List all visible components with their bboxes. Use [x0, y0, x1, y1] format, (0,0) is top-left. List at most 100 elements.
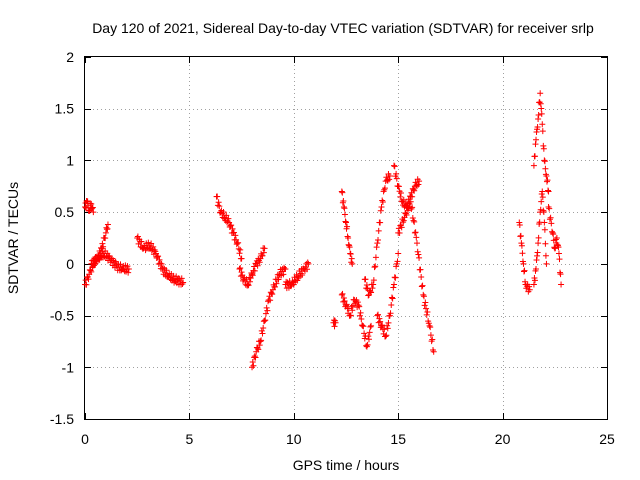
data-point	[273, 280, 280, 287]
data-point	[259, 330, 266, 337]
data-point	[338, 188, 345, 195]
data-point	[361, 330, 368, 337]
tick-layer: 0 5 10 15 20 25 -1.5 -1 -0.5 0 0.5 1 1.5 2	[50, 49, 615, 447]
data-point	[223, 212, 230, 219]
data-point	[392, 274, 399, 281]
x-tick-label: 0	[81, 431, 89, 447]
data-point	[228, 222, 235, 229]
data-point	[531, 277, 538, 284]
data-point	[261, 245, 268, 252]
data-point	[393, 170, 400, 177]
data-point	[411, 229, 418, 236]
data-point	[518, 242, 525, 249]
data-point	[235, 239, 242, 246]
data-point	[134, 233, 141, 240]
data-point	[254, 262, 261, 269]
data-point	[338, 291, 345, 298]
data-point	[538, 110, 545, 117]
data-point	[237, 246, 244, 253]
data-point	[99, 240, 106, 247]
data-point	[377, 318, 384, 325]
data-point	[245, 282, 252, 289]
data-point	[340, 294, 347, 301]
y-tick-label: 0.5	[55, 204, 75, 220]
data-point	[138, 238, 145, 245]
data-point	[305, 260, 312, 267]
data-point	[397, 190, 404, 197]
data-point	[390, 284, 397, 291]
data-point	[538, 198, 545, 205]
data-point	[263, 304, 270, 311]
data-point	[533, 266, 540, 273]
data-point	[83, 281, 90, 288]
data-point	[237, 273, 244, 280]
data-point	[246, 278, 253, 285]
data-point	[102, 229, 109, 236]
data-point	[537, 100, 544, 107]
data-point	[170, 272, 177, 279]
data-point	[87, 200, 94, 207]
data-point	[125, 266, 132, 273]
data-point	[82, 203, 88, 210]
data-point	[112, 258, 119, 265]
data-point	[157, 260, 164, 267]
data-point	[88, 268, 95, 275]
data-point	[420, 291, 427, 298]
data-point	[388, 294, 395, 301]
data-point	[391, 281, 398, 288]
data-point	[102, 235, 109, 242]
data-point	[347, 250, 354, 257]
data-point	[386, 176, 393, 183]
data-point	[362, 276, 369, 283]
data-point	[410, 186, 417, 193]
data-point	[90, 257, 97, 264]
data-point	[421, 302, 428, 309]
data-point	[364, 341, 371, 348]
data-point	[398, 224, 405, 231]
data-point	[237, 265, 244, 272]
data-point	[394, 258, 401, 265]
data-point	[258, 337, 265, 344]
data-point	[281, 264, 288, 271]
data-point	[520, 260, 527, 267]
data-point	[331, 323, 338, 330]
data-point	[542, 165, 549, 172]
data-point	[258, 327, 265, 334]
y-axis-label: SDTVAR / TECUs	[5, 182, 21, 294]
data-point	[371, 264, 378, 271]
chart-title: Day 120 of 2021, Sidereal Day-to-day VTE…	[92, 20, 594, 36]
data-point	[104, 221, 111, 228]
data-point	[151, 246, 158, 253]
data-point	[427, 332, 434, 339]
data-point	[372, 263, 379, 270]
data-point	[381, 326, 388, 333]
data-point	[531, 153, 538, 160]
data-point	[538, 191, 545, 198]
data-point	[159, 264, 166, 271]
data-point	[419, 282, 426, 289]
data-point	[299, 271, 306, 278]
data-point	[397, 193, 404, 200]
data-point	[540, 207, 547, 214]
data-point	[91, 261, 98, 268]
data-point	[526, 286, 533, 293]
data-point	[405, 204, 412, 211]
data-point	[420, 293, 427, 300]
data-point	[377, 219, 384, 226]
data-point	[345, 235, 352, 241]
data-point	[342, 218, 349, 225]
data-point	[359, 322, 366, 329]
y-tick-label: 1	[66, 152, 74, 168]
data-point	[535, 234, 542, 241]
data-point	[378, 322, 385, 329]
data-point	[402, 210, 409, 217]
data-point	[366, 329, 373, 336]
data-point	[267, 297, 274, 304]
data-point	[256, 259, 263, 266]
data-point	[354, 299, 361, 306]
data-point	[238, 269, 245, 276]
data-point	[250, 362, 257, 369]
data-point	[124, 263, 131, 270]
data-point	[280, 271, 287, 278]
